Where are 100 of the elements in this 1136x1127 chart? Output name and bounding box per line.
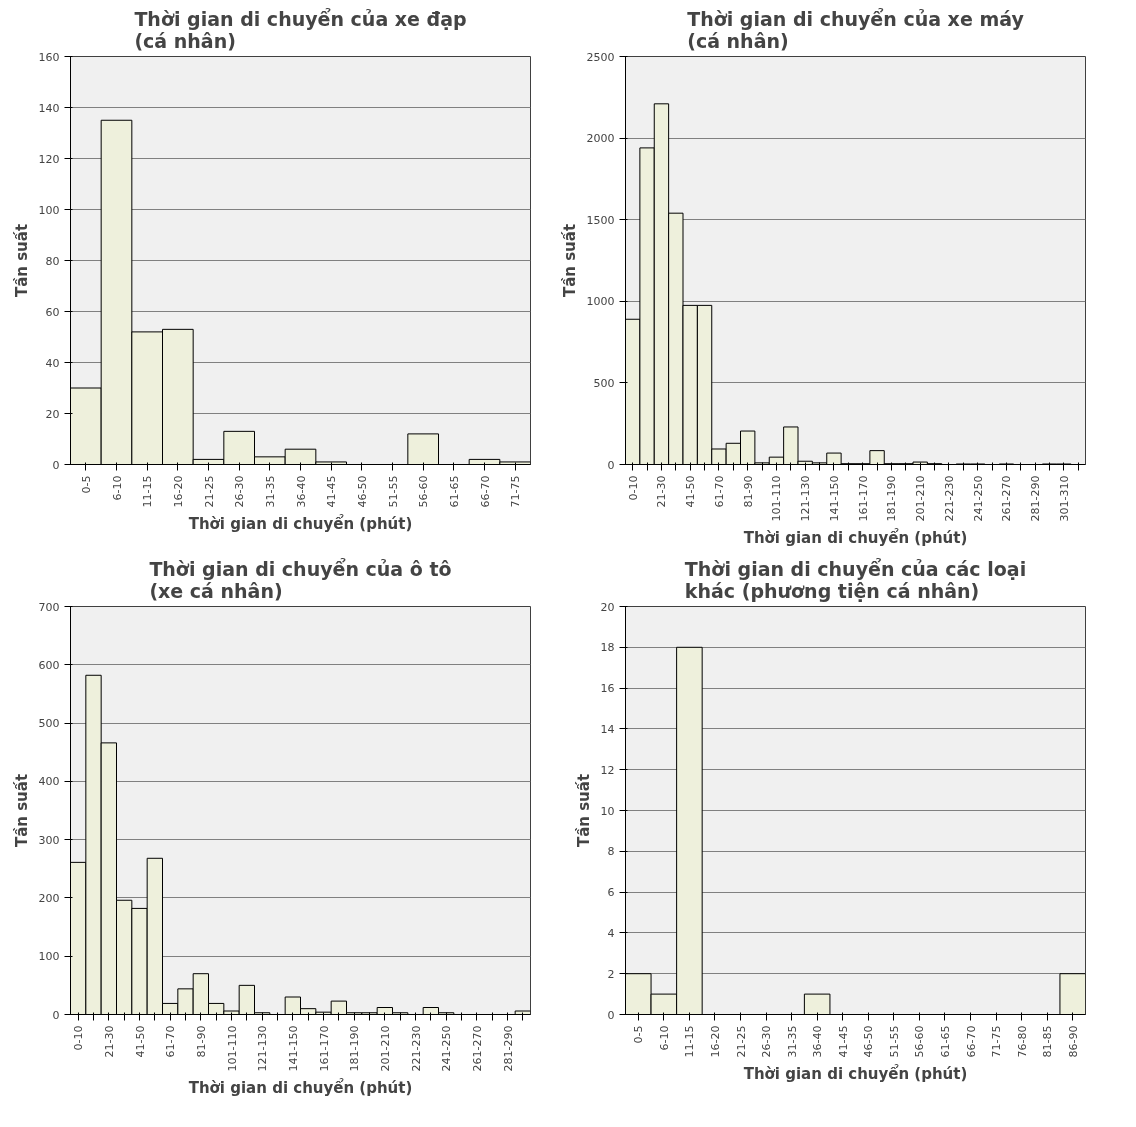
x-tick-label: 21-25 [734,1025,748,1058]
x-tick-label: 51-55 [386,475,400,508]
y-tick-label: 100 [38,203,60,217]
x-tick-label: 31-35 [263,475,277,508]
y-tick-label: 700 [38,600,60,614]
x-tick-label: 6-10 [110,475,124,501]
y-tick-label: 0 [52,458,60,472]
x-tick-label: 61-65 [447,475,461,508]
y-tick-label: 200 [38,891,60,905]
y-tick-label: 18 [600,641,615,655]
x-tick-label: 66-70 [478,475,492,508]
x-tick-label: 21-25 [202,475,216,508]
x-tick-label: 21-30 [655,475,669,508]
x-tick-label: 141-150 [827,475,841,522]
x-tick-label: 201-210 [914,475,928,522]
x-tick-label: 261-270 [1000,475,1014,522]
x-tick-label: 201-210 [378,1025,392,1072]
x-tick-label: 6-10 [657,1025,671,1051]
chart-title: Thời gian di chuyển của các loại khác (phương tiện cá nhân) [684,557,1027,602]
x-tick-label: 11-15 [683,1025,697,1058]
x-axis-title: Thời gian di chuyển (phút) [743,1064,968,1084]
y-tick-label: 600 [38,658,60,672]
y-tick-label: 0 [607,1008,615,1022]
y-axis-title: Tần suất [12,773,31,848]
x-tick-label: 31-35 [785,1025,799,1058]
y-axis-title: Tần suất [574,773,593,848]
y-tick-label: 400 [38,775,60,789]
x-tick-label: 81-90 [741,475,755,508]
x-axis-title: Thời gian di chuyển (phút) [743,528,968,548]
x-tick-label: 281-290 [1029,475,1043,522]
y-tick-label: 300 [38,833,60,847]
x-tick-label: 71-75 [509,475,523,508]
x-tick-label: 181-190 [348,1025,362,1072]
y-axis-title: Tần suất [12,223,31,298]
x-tick-label: 121-130 [256,1025,270,1072]
y-tick-label: 1000 [586,295,615,309]
y-tick-label: 1500 [586,213,615,227]
x-tick-label: 101-110 [225,1025,239,1072]
x-axis-title: Thời gian di chuyển (phút) [188,1078,413,1098]
x-tick-label: 101-110 [770,475,784,522]
x-tick-label: 181-190 [885,475,899,522]
y-tick-label: 0 [607,458,615,472]
x-tick-label: 66-70 [964,1025,978,1058]
x-tick-label: 81-90 [194,1025,208,1058]
x-tick-label: 281-290 [501,1025,515,1072]
x-tick-label: 161-170 [856,475,870,522]
y-tick-label: 60 [45,305,60,319]
x-tick-label: 41-50 [133,1025,147,1058]
x-tick-label: 86-90 [1066,1025,1080,1058]
x-tick-label: 261-270 [470,1025,484,1072]
x-tick-label: 161-170 [317,1025,331,1072]
y-tick-label: 40 [45,356,60,370]
x-tick-label: 56-60 [913,1025,927,1058]
chart-title: Thời gian di chuyển của xe đạp (cá nhân) [134,7,467,52]
x-tick-label: 0-5 [632,1025,646,1044]
chart-title: Thời gian di chuyển của ô tô (xe cá nhân) [149,557,452,602]
x-tick-label: 61-70 [712,475,726,508]
y-tick-label: 2000 [586,132,615,146]
y-tick-label: 0 [52,1008,60,1022]
x-tick-label: 241-250 [440,1025,454,1072]
y-tick-label: 10 [600,804,615,818]
x-tick-label: 141-150 [286,1025,300,1072]
y-tick-label: 500 [593,376,615,390]
x-tick-label: 56-60 [417,475,431,508]
x-tick-label: 36-40 [294,475,308,508]
y-tick-label: 6 [607,886,615,900]
x-tick-label: 241-250 [971,475,985,522]
x-tick-label: 26-30 [760,1025,774,1058]
x-tick-label: 61-70 [164,1025,178,1058]
y-tick-label: 4 [607,926,615,940]
x-tick-label: 76-80 [1015,1025,1029,1058]
y-tick-label: 14 [600,722,615,736]
y-tick-label: 500 [38,717,60,731]
x-tick-label: 41-50 [684,475,698,508]
y-tick-label: 20 [600,600,615,614]
x-tick-label: 301-310 [1057,475,1071,522]
chart-title: Thời gian di chuyển của xe máy (cá nhân) [687,7,1025,52]
y-tick-label: 160 [38,50,60,64]
x-tick-label: 16-20 [171,475,185,508]
x-tick-label: 0-10 [626,475,640,501]
x-tick-label: 46-50 [355,475,369,508]
x-tick-label: 51-55 [887,1025,901,1058]
x-tick-label: 41-45 [836,1025,850,1058]
x-tick-label: 41-45 [325,475,339,508]
x-tick-label: 61-65 [938,1025,952,1058]
x-tick-label: 11-15 [141,475,155,508]
x-tick-label: 36-40 [811,1025,825,1058]
x-tick-label: 46-50 [862,1025,876,1058]
x-axis-title: Thời gian di chuyển (phút) [188,514,413,534]
y-tick-label: 100 [38,950,60,964]
y-tick-label: 20 [45,407,60,421]
y-tick-label: 2 [607,967,615,981]
y-tick-label: 2500 [586,50,615,64]
x-tick-label: 26-30 [233,475,247,508]
y-tick-label: 8 [607,845,615,859]
y-axis-title: Tần suất [560,223,579,298]
x-tick-label: 81-85 [1041,1025,1055,1058]
x-tick-label: 0-10 [72,1025,86,1051]
y-tick-label: 16 [600,682,615,696]
x-tick-label: 16-20 [708,1025,722,1058]
